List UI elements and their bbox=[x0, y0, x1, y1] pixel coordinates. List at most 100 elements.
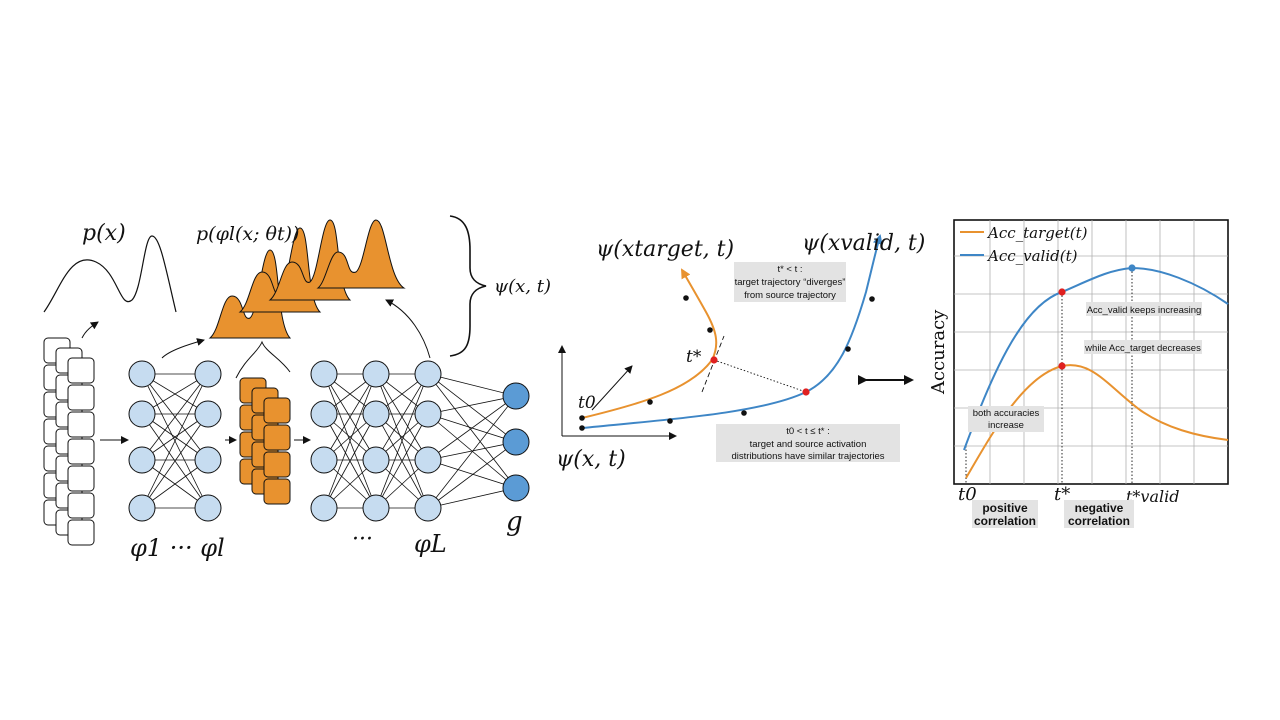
neurons bbox=[128, 360, 530, 522]
dots-label: ··· bbox=[352, 527, 373, 552]
arrow-input-to-px bbox=[81, 321, 99, 339]
neuron bbox=[194, 446, 222, 474]
note-diverge: t* < t : target trajectory “diverges” fr… bbox=[734, 262, 846, 302]
neuron bbox=[194, 494, 222, 522]
arrow-layerL-to-dist bbox=[385, 299, 431, 359]
tvalid-peak-point bbox=[1128, 264, 1136, 272]
svg-text:target trajectory “diverges”: target trajectory “diverges” bbox=[735, 277, 846, 288]
px-label: p(x) bbox=[82, 221, 126, 246]
tstar-label: t* bbox=[686, 347, 702, 367]
neuron bbox=[128, 494, 156, 522]
legend-target: Acc_target(t) bbox=[986, 224, 1088, 242]
output-neuron bbox=[502, 474, 530, 502]
svg-text:target and source activation: target and source activation bbox=[750, 439, 867, 450]
connections-deep bbox=[323, 373, 517, 509]
t0-label: t0 bbox=[578, 393, 596, 413]
svg-text:increase: increase bbox=[988, 420, 1024, 431]
svg-text:from source trajectory: from source trajectory bbox=[744, 290, 836, 301]
output-neuron bbox=[502, 382, 530, 410]
connection bbox=[427, 373, 517, 489]
neuron bbox=[310, 494, 338, 522]
valid-trajectory bbox=[581, 234, 883, 429]
svg-text:correlation: correlation bbox=[1068, 514, 1130, 528]
brace-activations bbox=[235, 340, 291, 379]
connection bbox=[427, 373, 517, 397]
connection bbox=[427, 373, 517, 443]
neuron bbox=[362, 400, 390, 428]
label-negative: negative correlation bbox=[1064, 500, 1134, 528]
phiL-label: φL bbox=[414, 530, 447, 558]
neuron bbox=[128, 400, 156, 428]
connection bbox=[375, 373, 429, 509]
note-keeps: Acc_valid keeps increasing bbox=[1086, 302, 1202, 316]
label-positive: positive correlation bbox=[972, 500, 1038, 528]
phi1-label: φ1 ··· φl bbox=[130, 534, 225, 562]
note-decreases: while Acc_target decreases bbox=[1084, 340, 1202, 354]
activation-distributions bbox=[208, 219, 406, 339]
trajectory-panel: ψ(xtarget, t) ψ(xvalid, t) ψ(x, t) t0 t*… bbox=[556, 231, 925, 472]
tick-tvalid: t*valid bbox=[1126, 487, 1179, 506]
connections-first bbox=[141, 373, 209, 509]
connection bbox=[323, 413, 377, 509]
connection bbox=[323, 373, 377, 509]
connection bbox=[427, 441, 517, 509]
neuron bbox=[414, 400, 442, 428]
connection bbox=[141, 373, 209, 509]
neuron bbox=[128, 360, 156, 388]
g-label: g bbox=[506, 507, 523, 537]
valid-traj-label: ψ(xvalid, t) bbox=[802, 231, 925, 256]
output-neuron bbox=[502, 428, 530, 456]
connection bbox=[427, 487, 517, 509]
neuron bbox=[362, 494, 390, 522]
network-panel: p(x) p(φl(x; θt)) ψ(x, t) φ1 ··· φl ··· … bbox=[43, 215, 551, 562]
svg-text:positive: positive bbox=[982, 501, 1028, 515]
tstar-point-valid bbox=[802, 388, 810, 396]
pphi-label: p(φl(x; θt)) bbox=[196, 223, 299, 245]
connection bbox=[427, 395, 517, 509]
connection bbox=[141, 459, 209, 509]
neuron bbox=[194, 360, 222, 388]
tstar-point-valid-acc bbox=[1058, 288, 1066, 296]
neuron bbox=[414, 446, 442, 474]
svg-text:Acc_valid keeps increasing: Acc_valid keeps increasing bbox=[1087, 305, 1202, 316]
connection bbox=[141, 413, 209, 509]
y-axis-label: Accuracy bbox=[928, 309, 949, 395]
svg-text:t0 < t ≤ t* :: t0 < t ≤ t* : bbox=[786, 426, 830, 437]
connection bbox=[323, 373, 377, 461]
tstar-point-target bbox=[710, 356, 718, 364]
tangent-line bbox=[701, 335, 725, 393]
neuron bbox=[194, 400, 222, 428]
input-distribution-curve bbox=[43, 235, 177, 313]
psi-brace-label: ψ(x, t) bbox=[494, 276, 551, 297]
svg-text:negative: negative bbox=[1075, 501, 1124, 515]
neuron bbox=[414, 494, 442, 522]
axis-psi-label: ψ(x, t) bbox=[556, 447, 626, 472]
legend-valid: Acc_valid(t) bbox=[986, 247, 1078, 265]
svg-text:correlation: correlation bbox=[974, 514, 1036, 528]
activation-stack bbox=[239, 377, 291, 505]
axis-z bbox=[591, 365, 633, 411]
target-traj-label: ψ(xtarget, t) bbox=[596, 237, 734, 262]
tick-t0: t0 bbox=[958, 484, 977, 505]
svg-text:distributions have similar tra: distributions have similar trajectories bbox=[731, 451, 884, 462]
chart-legend: Acc_target(t) Acc_valid(t) bbox=[960, 224, 1088, 265]
divergence-dotted bbox=[713, 359, 807, 393]
connection bbox=[141, 373, 209, 461]
neuron bbox=[310, 446, 338, 474]
tstar-point-target-acc bbox=[1058, 362, 1066, 370]
tick-tstar: t* bbox=[1054, 484, 1070, 505]
neuron bbox=[362, 360, 390, 388]
neuron bbox=[310, 360, 338, 388]
trajectory-points bbox=[579, 295, 875, 431]
connection bbox=[427, 395, 517, 415]
brace-psi bbox=[449, 215, 487, 357]
connection bbox=[427, 395, 517, 461]
svg-text:both accuracies: both accuracies bbox=[973, 408, 1040, 419]
connection bbox=[427, 441, 517, 461]
connection bbox=[375, 413, 429, 509]
neuron bbox=[362, 446, 390, 474]
series-valid bbox=[963, 266, 1229, 451]
neuron bbox=[310, 400, 338, 428]
note-both: both accuracies increase bbox=[968, 406, 1044, 432]
